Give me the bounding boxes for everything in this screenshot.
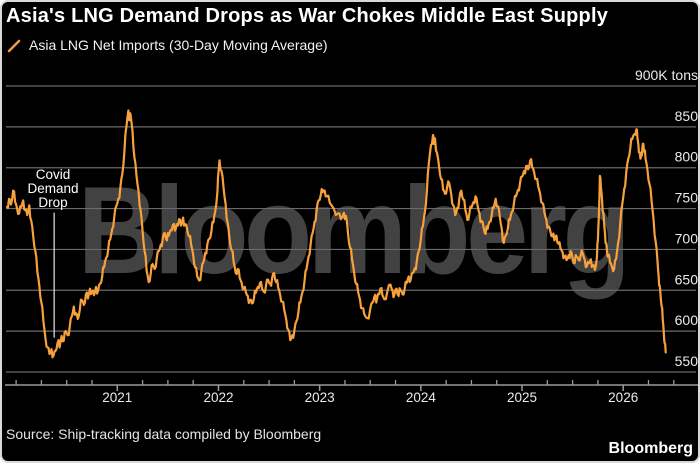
series-path: [5, 109, 667, 359]
x-tick-label: 2024: [406, 390, 437, 405]
y-tick-label: 700: [675, 230, 699, 246]
bloomberg-logo: Bloomberg: [608, 440, 693, 457]
covid-annotation: Covid Demand Drop: [15, 168, 91, 210]
covid-annotation-line2: Demand: [27, 181, 79, 196]
covid-annotation-line1: Covid: [35, 167, 71, 182]
x-tick-label: 2026: [608, 390, 638, 405]
x-tick-label: 2021: [102, 390, 132, 405]
legend-line-icon: [7, 39, 21, 52]
covid-annotation-line3: Drop: [38, 195, 68, 210]
legend: Asia LNG Net Imports (30-Day Moving Aver…: [7, 37, 328, 53]
source-text: Source: Ship-tracking data compiled by B…: [6, 426, 322, 442]
y-tick-label: 550: [675, 353, 699, 369]
legend-label: Asia LNG Net Imports (30-Day Moving Aver…: [29, 37, 328, 53]
y-tick-label: 800: [675, 149, 699, 165]
y-tick-label: 750: [675, 190, 699, 206]
x-tick-label: 2023: [305, 390, 335, 405]
y-tick-label: 850: [675, 108, 699, 124]
x-tick-label: 2025: [507, 390, 537, 405]
chart-title: Asia's LNG Demand Drops as War Chokes Mi…: [6, 5, 609, 27]
x-tick-label: 2022: [203, 390, 233, 405]
y-tick-label: 650: [675, 271, 699, 287]
y-tick-label: 900K tons: [635, 67, 698, 83]
y-tick-label: 600: [675, 312, 699, 328]
